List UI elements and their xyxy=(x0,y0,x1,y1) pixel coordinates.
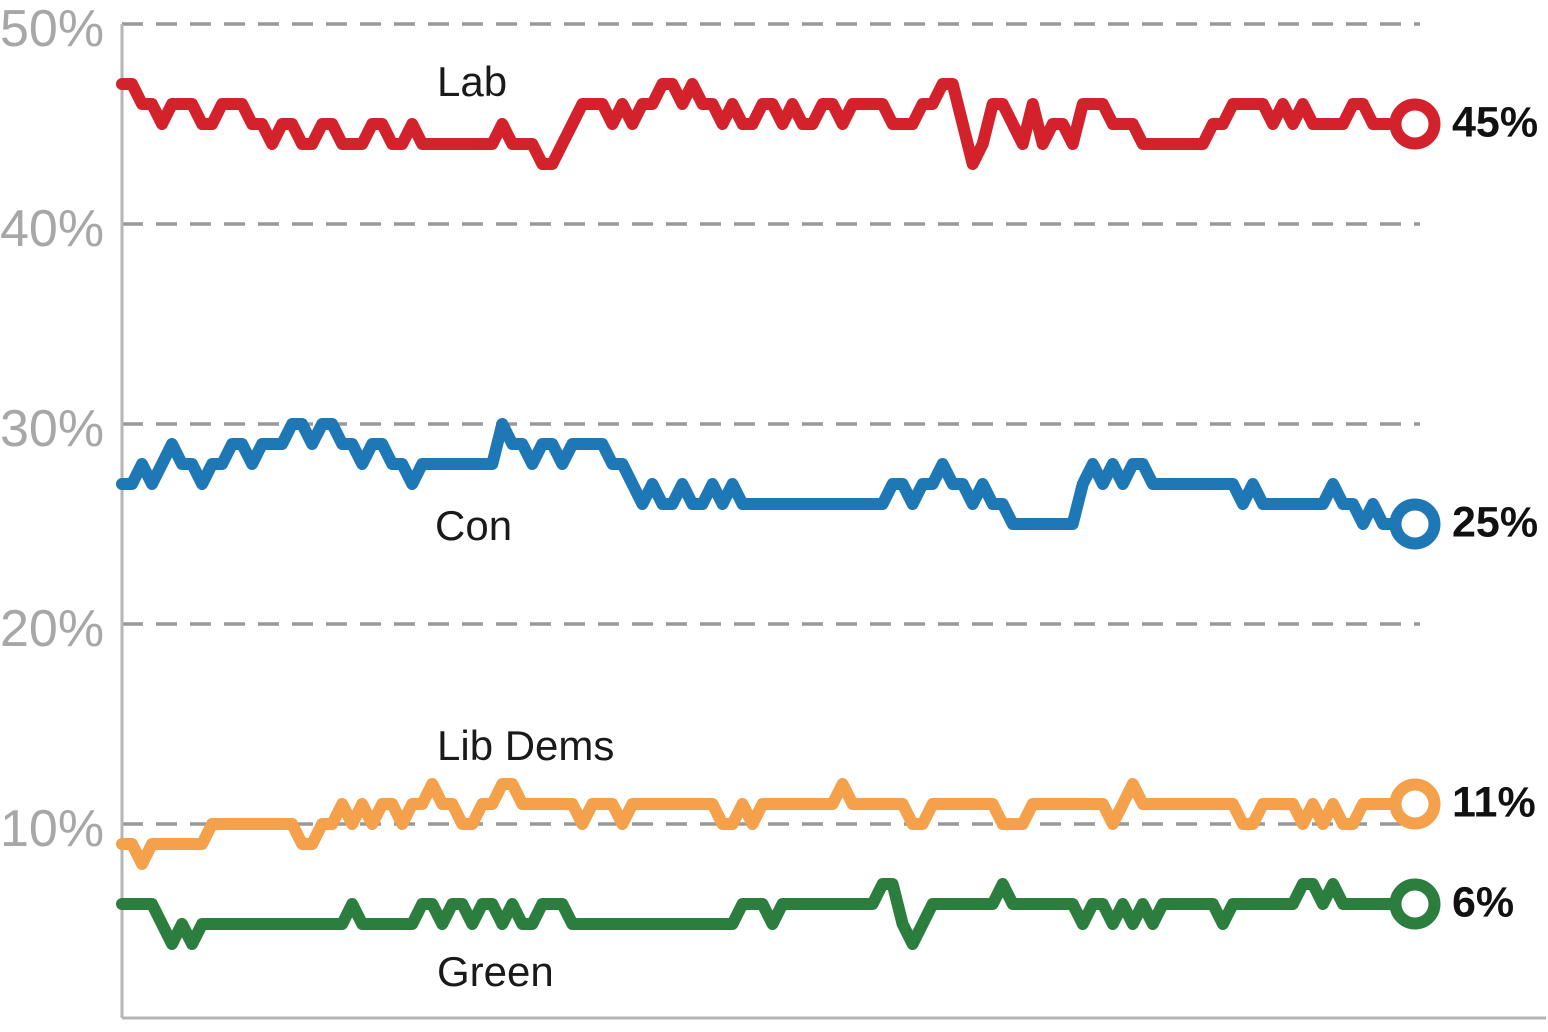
lab-end-marker xyxy=(1389,98,1441,150)
lib-dems-end-marker xyxy=(1389,778,1441,830)
con-series-label: Con xyxy=(435,502,513,549)
green-end-marker xyxy=(1389,878,1441,930)
lib-dems-series-line xyxy=(116,778,1399,870)
lab-series-label: Lab xyxy=(437,58,508,105)
green-series-label: Green xyxy=(437,948,554,995)
y-axis-tick-label-50: 50% xyxy=(0,0,105,58)
lab-series-line xyxy=(116,78,1399,170)
con-end-value-label: 25% xyxy=(1452,498,1539,547)
green-end-value-label: 6% xyxy=(1452,878,1515,927)
con-series-line xyxy=(116,418,1399,530)
lab-end-value-label: 45% xyxy=(1452,98,1539,147)
y-axis-tick-label-30: 30% xyxy=(0,400,105,458)
y-axis-tick-label-40: 40% xyxy=(0,200,105,258)
con-end-marker xyxy=(1389,498,1441,550)
lib-dems-end-value-label: 11% xyxy=(1452,778,1536,827)
lib-dems-series-label: Lib Dems xyxy=(437,722,615,769)
y-axis-tick-label-10: 10% xyxy=(0,800,105,858)
y-axis-tick-label-20: 20% xyxy=(0,600,105,658)
green-series-line xyxy=(116,878,1399,950)
